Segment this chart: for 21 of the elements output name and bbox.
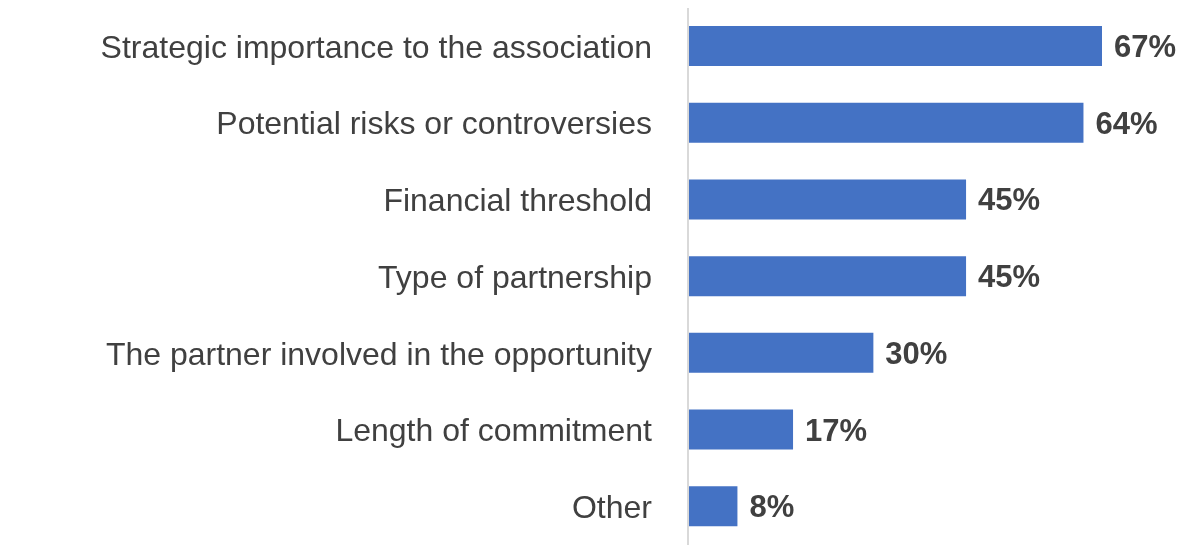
- y-tick-label: Type of partnership: [378, 258, 652, 295]
- data-label: 17%: [805, 412, 868, 448]
- y-tick-label: Length of commitment: [335, 412, 653, 449]
- bar: [688, 409, 794, 450]
- bar: [688, 332, 874, 373]
- y-tick-label: Financial threshold: [383, 182, 652, 219]
- data-label: 64%: [1095, 105, 1158, 141]
- bar: [688, 102, 1084, 143]
- data-label: 67%: [1114, 29, 1177, 65]
- bar: [688, 26, 1102, 66]
- y-tick-label: Strategic importance to the association: [100, 28, 652, 65]
- bar: [688, 486, 738, 527]
- y-tick-label: Other: [571, 489, 653, 525]
- data-label: 45%: [978, 259, 1041, 295]
- bar: [688, 256, 967, 297]
- data-label: 30%: [885, 335, 948, 371]
- y-tick-label: The partner involved in the opportunity: [105, 335, 652, 372]
- bar: [688, 179, 967, 220]
- y-tick-label: Potential risks or controversies: [216, 105, 652, 142]
- data-label: 45%: [978, 182, 1041, 218]
- data-label: 8%: [749, 489, 795, 525]
